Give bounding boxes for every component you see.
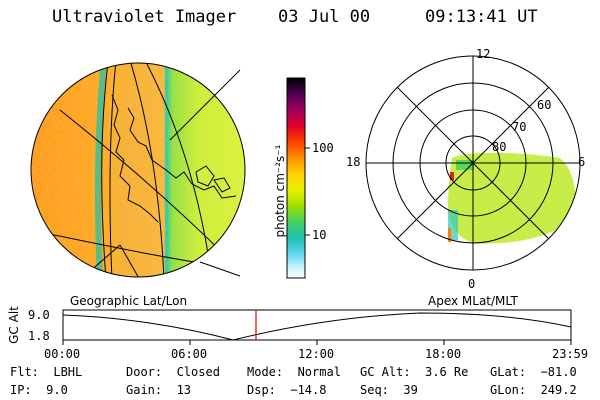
polar-label-12: 12 xyxy=(476,47,491,61)
colorbar-label: photon cm⁻²s⁻¹ xyxy=(273,144,287,238)
polar-label-6: 6 xyxy=(578,155,586,169)
timeline-ytick-bottom: 1.8 xyxy=(28,329,50,343)
instrument-title: Ultraviolet Imager xyxy=(52,7,237,27)
colorbar-tick-10: 10 xyxy=(312,228,327,242)
info-door: Door: Closed xyxy=(126,365,220,379)
timeline-xtick-1200: 12:00 xyxy=(298,347,335,361)
geographic-subtitle: Geographic Lat/Lon xyxy=(70,294,188,308)
timeline-xtick-0000: 00:00 xyxy=(44,347,81,361)
info-gc-alt: GC Alt: 3.6 Re xyxy=(360,365,469,379)
timeline-xtick-0600: 06:00 xyxy=(171,347,208,361)
polar-lat-70: 70 xyxy=(512,120,527,134)
observation-date: 03 Jul 00 xyxy=(278,7,371,27)
timeline-xtick-1800: 18:00 xyxy=(425,347,462,361)
timeline-ylabel: GC Alt xyxy=(6,306,21,344)
colorbar xyxy=(286,77,306,279)
apex-subtitle: Apex MLat/MLT xyxy=(428,294,518,308)
info-mode: Mode: Normal xyxy=(247,365,341,379)
timeline-xtick-2359: 23:59 xyxy=(552,347,589,361)
geographic-image xyxy=(31,63,245,277)
info-glon: GLon: 249.2 xyxy=(490,383,577,397)
info-filter: Flt: LBHL xyxy=(10,365,83,379)
polar-plot xyxy=(365,55,581,271)
altitude-timeline xyxy=(62,309,572,345)
info-seq: Seq: 39 xyxy=(360,383,418,397)
info-glat: GLat: −81.0 xyxy=(490,365,577,379)
info-gain: Gain: 13 xyxy=(126,383,192,397)
polar-lat-80: 80 xyxy=(492,140,507,154)
polar-label-18: 18 xyxy=(346,155,361,169)
polar-lat-60: 60 xyxy=(537,98,552,112)
info-ip: IP: 9.0 xyxy=(10,383,68,397)
info-dsp: Dsp: −14.8 xyxy=(247,383,327,397)
timeline-ytick-top: 9.0 xyxy=(28,308,50,322)
observation-time: 09:13:41 UT xyxy=(425,7,538,27)
polar-label-0: 0 xyxy=(468,277,476,291)
colorbar-tick-100: 100 xyxy=(312,141,334,155)
